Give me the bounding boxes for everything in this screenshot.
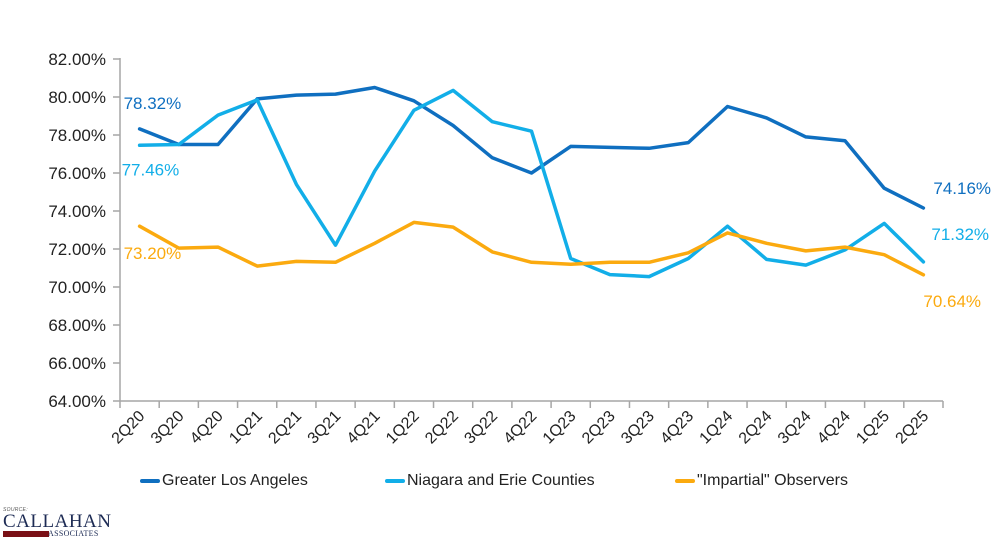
x-tick-label: 3Q21 [305,408,345,448]
x-tick-label: 1Q25 [853,408,893,448]
legend-item-greater-los-angeles[interactable]: Greater Los Angeles [140,472,385,490]
legend-item-impartial-observers[interactable]: "Impartial" Observers [675,472,848,490]
legend-item-niagara-erie[interactable]: Niagara and Erie Counties [385,472,675,490]
y-tick-label: 72.00% [48,240,106,259]
source-bar: ASSOCIATES [3,529,123,538]
x-tick-label: 2Q23 [579,408,619,448]
y-tick-label: 80.00% [48,88,106,107]
logo-red-bar [3,531,49,537]
legend-label: "Impartial" Observers [697,472,848,489]
x-tick-label: 3Q23 [618,408,658,448]
y-axis-ticks: 64.00% 66.00% 68.00% 70.00% 72.00% 74.00% 76.0… [48,50,120,411]
x-axis-ticks: 2Q20 3Q20 4Q20 1Q21 2Q21 3Q21 4Q21 1Q22 2Q22 3Q22… [109,401,944,448]
data-label-start: 73.20% [124,244,182,263]
x-tick-label: 2Q25 [893,408,933,448]
legend-label: Niagara and Erie Counties [407,472,595,489]
x-tick-label: 2Q22 [422,408,462,448]
data-labels: 78.32% 74.16% 77.46% 71.32% 73.20% 70.64% [122,94,991,311]
series-line-1 [137,88,926,279]
y-tick-label: 68.00% [48,316,106,335]
source-subname: ASSOCIATES [48,529,99,538]
x-tick-label: 2Q21 [265,408,305,448]
y-tick-label: 66.00% [48,354,106,373]
legend-swatch-niagara-erie [385,479,405,483]
y-tick-label: 70.00% [48,278,106,297]
x-tick-label: 2Q24 [736,408,776,448]
y-tick-label: 76.00% [48,164,106,183]
series-line-2 [137,220,926,277]
x-tick-label: 1Q21 [226,408,266,448]
y-tick-label: 78.00% [48,126,106,145]
source-logo: SOURCE: CALLAHAN ASSOCIATES [3,507,123,541]
x-tick-label: 3Q20 [148,408,188,448]
legend: Greater Los Angeles Niagara and Erie Cou… [140,472,848,490]
series-lines [137,85,926,279]
y-tick-label: 74.00% [48,202,106,221]
data-label-start: 78.32% [124,94,182,113]
x-tick-label: 4Q21 [344,408,384,448]
x-tick-label: 2Q20 [109,408,149,448]
legend-swatch-greater-los-angeles [140,479,160,483]
source-name: CALLAHAN [3,511,112,532]
data-label-end: 70.64% [923,292,981,311]
x-tick-label: 3Q22 [461,408,501,448]
x-tick-label: 4Q20 [187,408,227,448]
legend-label: Greater Los Angeles [162,472,308,489]
x-tick-label: 1Q22 [383,408,423,448]
legend-swatch-impartial-observers [675,479,695,483]
y-tick-label: 82.00% [48,50,106,69]
data-label-end: 71.32% [931,225,989,244]
data-label-end: 74.16% [933,179,991,198]
x-tick-label: 1Q23 [540,408,580,448]
series-line-0 [137,85,926,210]
line-chart: 64.00% 66.00% 68.00% 70.00% 72.00% 74.00% 76.0… [48,50,991,448]
axes [119,58,943,402]
x-tick-label: 1Q24 [697,408,737,448]
source-label: SOURCE: [3,507,28,513]
y-tick-label: 64.00% [48,392,106,411]
x-tick-label: 3Q24 [775,408,815,448]
data-label-start: 77.46% [122,160,180,179]
x-tick-label: 4Q24 [814,408,854,448]
x-tick-label: 4Q23 [657,408,697,448]
x-tick-label: 4Q22 [501,408,541,448]
